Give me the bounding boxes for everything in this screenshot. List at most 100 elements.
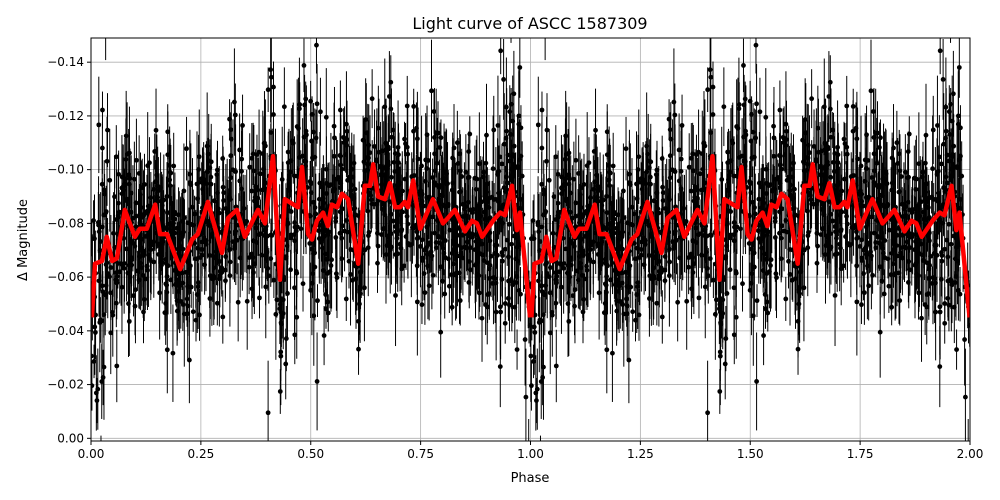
data-point (237, 255, 243, 261)
data-point (375, 260, 380, 266)
data-point (368, 197, 374, 203)
data-point (752, 205, 757, 210)
data-point (800, 137, 805, 143)
data-point (677, 255, 683, 261)
data-point (279, 177, 285, 182)
data-point (612, 282, 618, 288)
data-point (265, 87, 271, 93)
data-point (141, 253, 146, 258)
data-point (658, 265, 664, 271)
data-point (886, 227, 892, 233)
data-point (738, 226, 743, 232)
data-point (211, 275, 217, 281)
data-point (300, 153, 306, 159)
data-point (220, 314, 226, 320)
data-point (344, 143, 349, 148)
data-point (842, 176, 847, 182)
data-point (634, 181, 639, 187)
data-point (442, 238, 448, 243)
data-point (466, 174, 472, 180)
data-point (99, 145, 105, 151)
data-point (170, 350, 176, 356)
data-point (595, 183, 600, 189)
data-point (244, 219, 250, 224)
data-point (495, 123, 501, 128)
data-point (395, 251, 401, 257)
data-point (754, 101, 759, 107)
data-point (539, 181, 545, 187)
data-point (898, 251, 904, 257)
data-point (157, 290, 163, 296)
data-point (484, 132, 489, 138)
data-point (390, 218, 396, 224)
data-point (422, 290, 428, 296)
data-point (204, 169, 210, 175)
data-point (766, 269, 772, 275)
data-points (91, 38, 970, 441)
data-point (404, 103, 410, 109)
data-point (187, 171, 193, 177)
data-point (447, 227, 453, 233)
data-point (587, 256, 593, 262)
data-point (914, 176, 919, 182)
data-point (192, 211, 198, 217)
data-point (553, 217, 559, 222)
data-point (771, 135, 777, 141)
data-point (117, 269, 123, 275)
data-point (937, 309, 943, 315)
data-point (806, 229, 811, 235)
data-point (754, 379, 759, 384)
data-point (457, 270, 462, 276)
data-point (538, 379, 544, 384)
data-point (659, 156, 665, 161)
data-point (455, 253, 460, 259)
data-point (457, 298, 463, 303)
data-point (393, 293, 398, 298)
data-point (717, 309, 723, 315)
data-point (438, 329, 444, 335)
data-point (515, 164, 520, 170)
data-point (96, 229, 102, 235)
data-point (351, 160, 357, 166)
data-point (187, 266, 192, 272)
data-point (636, 312, 642, 318)
data-point (411, 128, 416, 134)
data-point (638, 247, 644, 252)
data-point (627, 182, 633, 188)
data-point (559, 284, 564, 290)
data-point (604, 347, 610, 353)
data-point (428, 249, 434, 255)
data-point (233, 228, 239, 234)
data-point (424, 166, 430, 171)
data-point (728, 235, 733, 241)
data-point (126, 172, 132, 178)
data-point (302, 102, 307, 108)
data-point (333, 219, 339, 224)
data-point (147, 256, 153, 262)
data-point (315, 298, 320, 304)
data-point (944, 180, 950, 186)
data-point (333, 271, 339, 277)
data-point (484, 260, 490, 266)
data-point (672, 228, 678, 234)
data-point (696, 295, 702, 301)
data-point (173, 282, 179, 288)
data-point (294, 270, 300, 276)
data-point (838, 228, 844, 234)
data-point (278, 309, 284, 315)
data-point (476, 290, 482, 296)
data-point (467, 131, 473, 137)
data-point (273, 311, 279, 317)
data-point (158, 248, 163, 253)
data-point (897, 298, 903, 303)
data-point (778, 235, 784, 241)
data-point (314, 42, 319, 48)
data-point (906, 131, 912, 137)
data-point (648, 181, 653, 187)
data-point (935, 123, 940, 128)
data-point (366, 229, 372, 235)
data-point (950, 152, 955, 158)
data-point (414, 136, 420, 142)
data-point (679, 123, 685, 128)
